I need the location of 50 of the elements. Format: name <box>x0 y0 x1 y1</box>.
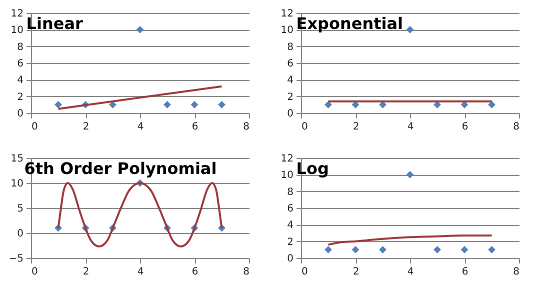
y-tick-label: 5 <box>17 204 24 214</box>
x-tick-label: 6 <box>192 266 198 278</box>
chart-title: Exponential <box>296 14 404 33</box>
y-tick-label: 6 <box>17 58 24 70</box>
x-tick-label: 8 <box>243 266 250 278</box>
x-tick-label: 0 <box>302 122 308 132</box>
y-tick-label: 4 <box>17 75 24 86</box>
x-tick-label: 2 <box>82 122 90 132</box>
x-tick-label: 6 <box>462 122 468 132</box>
x-tick-label: 4 <box>407 266 414 278</box>
y-tick-label: 6 <box>287 58 294 70</box>
y-tick-label: −5 <box>8 254 24 264</box>
chart-title: Linear <box>26 14 83 33</box>
y-tick-label: 10 <box>280 25 294 36</box>
y-tick-label: 4 <box>287 75 294 86</box>
y-tick-label: 6 <box>287 204 294 214</box>
x-tick-label: 8 <box>243 122 250 132</box>
y-tick-label: 2 <box>287 92 294 103</box>
chart-title: Log <box>296 159 329 178</box>
y-tick-label: 12 <box>280 8 294 20</box>
x-tick-label: 8 <box>513 122 520 132</box>
y-tick-label: 10 <box>10 178 24 190</box>
x-tick-label: 8 <box>513 266 520 278</box>
y-tick-label: 12 <box>280 154 294 164</box>
x-tick-label: 6 <box>192 122 198 132</box>
y-tick-label: 12 <box>10 8 24 20</box>
x-tick-label: 2 <box>82 266 90 278</box>
y-tick-label: 8 <box>287 186 294 198</box>
y-tick-label: 0 <box>287 108 294 120</box>
y-tick-label: 0 <box>17 228 24 240</box>
y-tick-label: 8 <box>17 42 24 53</box>
x-tick-label: 4 <box>137 266 144 278</box>
y-tick-label: 2 <box>17 92 24 103</box>
x-tick-label: 4 <box>407 122 414 132</box>
y-tick-label: 10 <box>280 170 294 182</box>
y-tick-label: 2 <box>287 236 294 248</box>
x-tick-label: 2 <box>352 122 360 132</box>
x-tick-label: 0 <box>32 266 38 278</box>
x-tick-label: 6 <box>462 266 468 278</box>
y-tick-label: 10 <box>10 25 24 36</box>
x-tick-label: 4 <box>137 122 144 132</box>
y-tick-label: 15 <box>10 154 24 164</box>
y-tick-label: 8 <box>287 42 294 53</box>
x-tick-label: 0 <box>302 266 308 278</box>
chart-title: 6th Order Polynomial <box>24 159 217 178</box>
x-tick-label: 2 <box>352 266 360 278</box>
x-tick-label: 0 <box>32 122 38 132</box>
y-tick-label: 4 <box>287 220 294 232</box>
y-tick-label: 0 <box>287 254 294 264</box>
y-tick-label: 0 <box>17 108 24 120</box>
